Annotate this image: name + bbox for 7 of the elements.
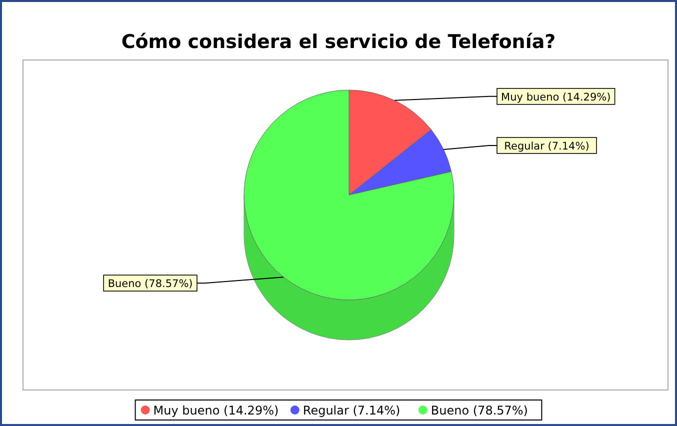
chart-title: Cómo considera el servicio de Telefonía?: [121, 31, 556, 53]
slice-label: Bueno (78.57%): [108, 278, 193, 290]
legend-label: Bueno (78.57%): [430, 404, 528, 418]
legend-label: Regular (7.14%): [302, 404, 400, 418]
legend-label: Muy bueno (14.29%): [153, 404, 279, 418]
slice-label: Regular (7.14%): [504, 140, 590, 152]
slice-label: Muy bueno (14.29%): [501, 91, 611, 104]
